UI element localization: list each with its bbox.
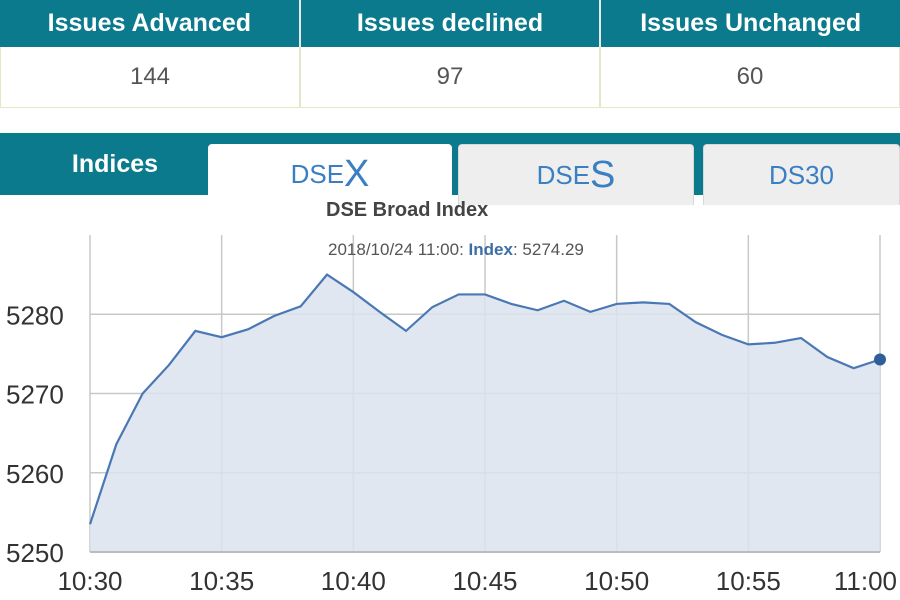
chart-title: DSE Broad Index — [326, 199, 489, 221]
tab-dses[interactable]: DSE S — [458, 144, 694, 205]
y-tick-label-0: 5250 — [6, 538, 64, 568]
x-tick-label-6: 11:00 — [834, 566, 897, 596]
tab-dses-prefix: DSE — [536, 159, 591, 190]
stats-header-row: Issues Advanced Issues declined Issues U… — [0, 0, 900, 47]
issues-declined-value: 97 — [300, 47, 600, 107]
stats-value-row: 144 97 60 — [0, 47, 900, 108]
indices-tab-bar: Indices DSE X DSE S DS30 — [0, 133, 900, 205]
series-area — [90, 274, 880, 552]
tab-dses-suffix: S — [590, 153, 616, 196]
issues-declined-header: Issues declined — [301, 0, 602, 47]
tab-ds30[interactable]: DS30 — [703, 144, 900, 205]
issues-unchanged-header: Issues Unchanged — [640, 9, 862, 37]
tooltip-datetime: 2018/10/24 11:00 — [328, 240, 460, 259]
tooltip-series-name: Index — [468, 240, 513, 259]
issues-advanced-value: 144 — [0, 47, 300, 107]
series-line — [88, 273, 881, 525]
dse-broad-index-chart[interactable]: 5250 5260 5270 5280 10:30 10:35 10:40 10:45 10:5… — [0, 195, 900, 600]
tooltip-value: 5274.29 — [522, 240, 584, 259]
issues-stats-table: Issues Advanced Issues declined Issues U… — [0, 0, 900, 108]
indices-label: Indices — [71, 149, 159, 178]
x-tick-label-1: 10:35 — [189, 566, 254, 596]
x-tick-label-3: 10:45 — [452, 566, 517, 596]
y-tick-label-1: 5260 — [6, 459, 64, 489]
tab-dsex[interactable]: DSE X — [208, 144, 452, 205]
y-tick-label-3: 5280 — [6, 300, 64, 330]
x-tick-label-2: 10:40 — [321, 566, 386, 596]
issues-unchanged-value: 60 — [600, 47, 900, 107]
chart-tooltip: 2018/10/24 11:00: Index: 5274.29 — [328, 240, 584, 259]
x-tick-label-5: 10:55 — [716, 566, 781, 596]
y-tick-label-2: 5270 — [6, 380, 64, 410]
tab-dsex-prefix: DSE — [290, 159, 345, 189]
last-point-marker — [874, 353, 886, 366]
issues-advanced-header: Issues Advanced — [0, 0, 301, 47]
x-tick-label-0: 10:30 — [57, 566, 122, 596]
tab-dsex-suffix: X — [344, 153, 370, 195]
x-tick-label-4: 10:50 — [584, 566, 649, 596]
